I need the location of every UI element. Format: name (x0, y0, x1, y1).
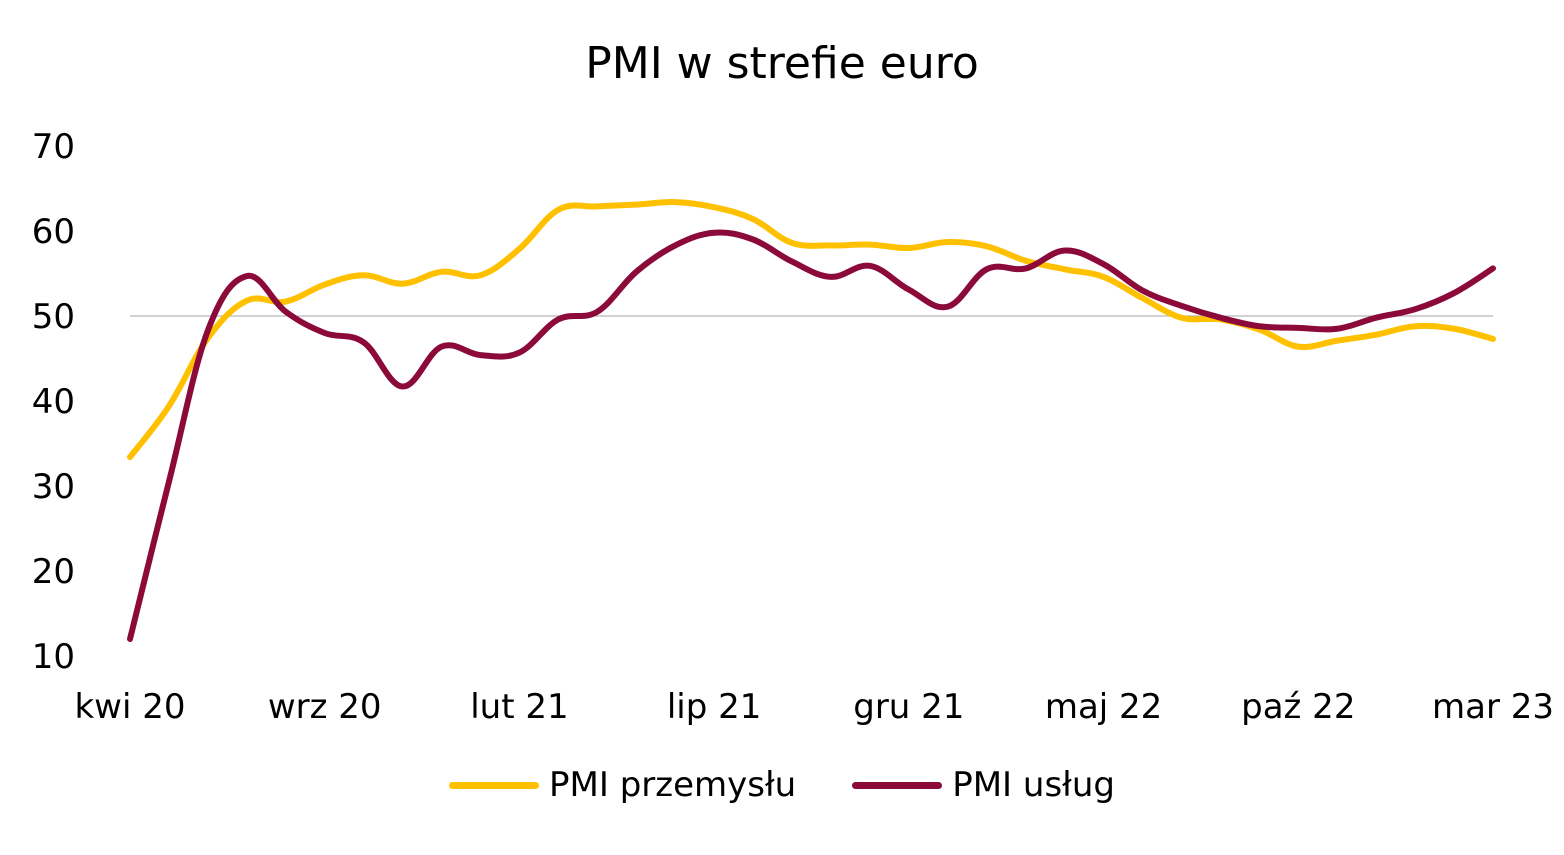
x-tick-label: gru 21 (853, 687, 964, 727)
x-tick-label: lut 21 (470, 687, 568, 727)
y-tick-label: 20 (32, 552, 75, 592)
y-axis-ticks: 10 20 30 40 50 60 70 (32, 127, 75, 677)
x-axis-ticks: kwi 20 wrz 20 lut 21 lip 21 gru 21 maj 22 paź … (74, 687, 1554, 727)
y-tick-label: 60 (32, 212, 75, 252)
x-tick-label: maj 22 (1045, 687, 1162, 727)
series-line-pmi-uslug (127, 229, 1496, 642)
series-lines (127, 199, 1496, 642)
x-tick-label: mar 23 (1432, 687, 1554, 727)
y-tick-label: 10 (32, 637, 75, 677)
series-line-pmi-przemyslu (127, 199, 1496, 461)
x-tick-label: kwi 20 (74, 687, 185, 727)
y-tick-label: 40 (32, 382, 75, 422)
legend-label-uslug: PMI usług (952, 765, 1115, 805)
legend-item-przemyslu: PMI przemysłu (449, 765, 796, 805)
y-tick-label: 70 (32, 127, 75, 167)
legend-swatch-uslug (852, 781, 943, 789)
x-tick-label: paź 22 (1241, 687, 1355, 727)
y-tick-label: 30 (32, 467, 75, 507)
x-tick-label: lip 21 (667, 687, 762, 727)
legend: PMI przemysłu PMI usług (0, 765, 1564, 805)
legend-item-uslug: PMI usług (852, 765, 1115, 805)
line-chart: 10 20 30 40 50 60 70 kwi 20 wrz 20 lut 21 lip 21 g… (32, 127, 1554, 727)
x-tick-label: wrz 20 (268, 687, 382, 727)
y-tick-label: 50 (32, 297, 75, 337)
legend-swatch-przemyslu (449, 781, 540, 789)
legend-label-przemyslu: PMI przemysłu (549, 765, 797, 805)
chart-title: PMI w strefie euro (585, 38, 979, 89)
